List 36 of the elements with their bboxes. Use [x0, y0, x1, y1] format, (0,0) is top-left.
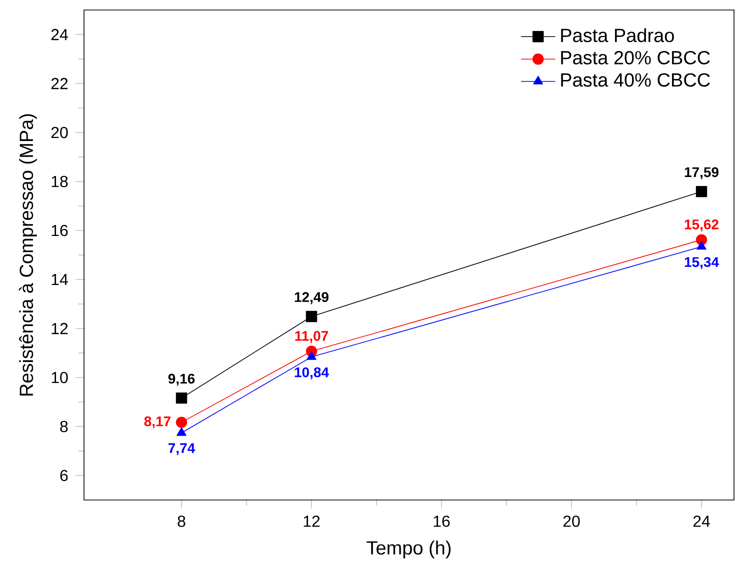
point: [176, 427, 186, 436]
y-tick-label: 12: [52, 322, 68, 334]
data-label: 12,49: [294, 292, 328, 304]
data-label: 7,74: [168, 443, 196, 456]
point: [306, 310, 318, 322]
y-tick-label: 16: [52, 224, 68, 236]
data-label: 17,59: [684, 167, 718, 180]
data-label: 15,34: [684, 257, 719, 270]
point: [696, 186, 708, 198]
y-tick-label: 18: [52, 176, 68, 188]
x-tick-label: 12: [304, 516, 320, 527]
y-tick-label: 22: [51, 78, 68, 90]
y-tick-label: 20: [51, 126, 68, 138]
data-label: 15,62: [684, 219, 718, 232]
y-tick-label: 24: [51, 28, 68, 40]
legend-label: Pasta 40% CBCC: [561, 73, 710, 87]
y-tick-label: 6: [60, 470, 68, 482]
x-tick-label: 8: [178, 516, 186, 527]
data-label: 8,17: [144, 416, 170, 428]
y-tick-label: 10: [52, 372, 68, 384]
x-axis-title: Tempo (h): [366, 540, 451, 558]
data-label: 9,16: [168, 374, 195, 386]
x-tick-label: 20: [563, 516, 580, 527]
legend-label: Pasta 20% CBCC: [561, 50, 710, 64]
data-label: 11,07: [295, 330, 328, 343]
y-tick-label: 8: [60, 420, 68, 432]
x-tick-label: 24: [693, 516, 710, 527]
data-label: 10,84: [294, 367, 329, 380]
legend-label: Pasta Padrao: [561, 28, 674, 42]
point: [176, 416, 188, 428]
point: [176, 392, 188, 404]
point: [306, 351, 316, 360]
y-axis-title: Resistência à Compressao (MPa): [18, 114, 37, 396]
point: [696, 241, 706, 250]
x-tick-label: 16: [434, 516, 450, 527]
y-tick-label: 14: [52, 274, 68, 286]
